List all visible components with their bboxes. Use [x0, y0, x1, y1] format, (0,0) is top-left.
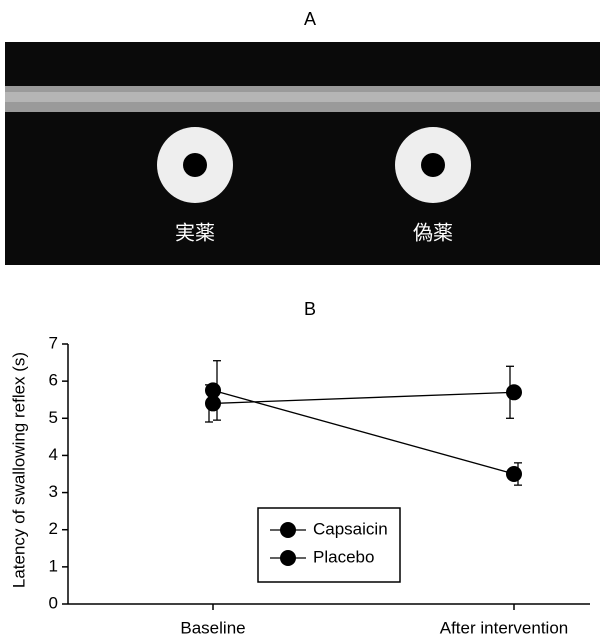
chart-title: B: [304, 299, 316, 319]
y-tick-label: 1: [49, 556, 58, 575]
legend-label: Capsaicin: [313, 519, 388, 538]
marker: [205, 395, 221, 412]
x-tick-label: After intervention: [440, 618, 569, 637]
tablet-center: [183, 153, 207, 177]
legend-box: [257, 507, 401, 583]
photo-band-highlight: [5, 92, 600, 102]
caption: 偽薬: [413, 221, 453, 245]
legend-marker: [280, 522, 296, 538]
legend-marker: [280, 550, 296, 566]
y-axis-label: Latency of swallowing reflex (s): [9, 352, 28, 588]
y-tick-label: 5: [49, 408, 58, 427]
y-tick-label: 6: [49, 371, 58, 390]
tablet-center: [421, 153, 445, 177]
y-tick-label: 7: [49, 333, 58, 352]
x-tick-label: Baseline: [180, 618, 245, 637]
y-tick-label: 2: [49, 519, 58, 538]
panel-label: A: [304, 9, 316, 29]
marker: [506, 384, 522, 401]
photo-background: [5, 42, 600, 265]
y-tick-label: 3: [49, 482, 58, 501]
marker: [506, 466, 522, 482]
caption: 実薬: [175, 221, 215, 245]
legend-label: Placebo: [313, 547, 374, 566]
line: [212, 389, 515, 475]
line: [212, 391, 515, 405]
y-tick-label: 4: [49, 445, 58, 464]
y-tick-label: 0: [49, 593, 58, 612]
